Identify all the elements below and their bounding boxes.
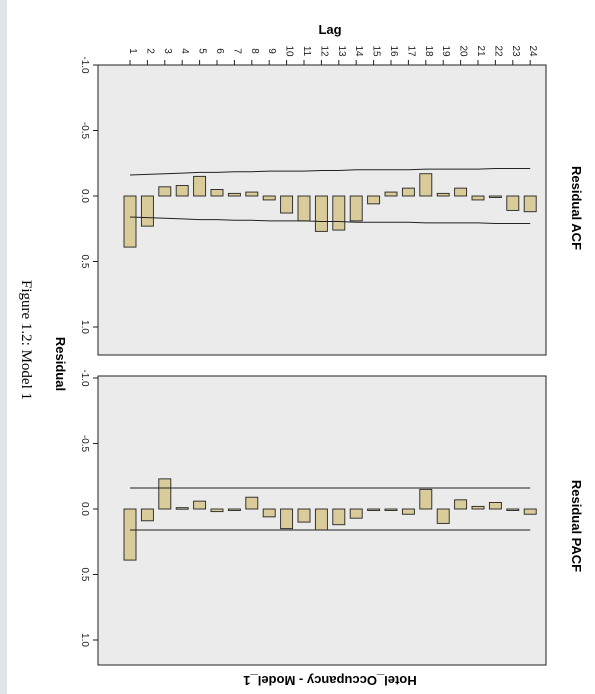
y-tick-label: 0.0 [79,502,90,516]
bar-lag-18 [419,173,433,197]
bar-lag-7 [227,192,241,197]
lag-tick-label: 7 [231,48,242,54]
bar-lag-13 [332,508,346,526]
bar-lag-17 [401,508,415,515]
bar-lag-7 [227,508,241,511]
bar-lag-9 [262,508,276,518]
bar-lag-11 [297,195,311,222]
y-tick-label: 1.0 [79,320,90,334]
bar-lag-1 [123,508,137,561]
panel-title-acf: Residual ACF [569,166,584,250]
panel-acf: -1.0 -0.5 0.0 0.5 1.0 [79,56,547,356]
bar-lag-5 [193,500,207,510]
bar-lag-22 [488,502,502,510]
lag-tick-label: 12 [318,45,329,57]
y-axis-title: Residual [53,337,68,391]
lag-tick-label: 10 [284,45,295,57]
bar-lag-3 [158,186,172,197]
bar-lag-4 [175,507,189,510]
lag-tick-label: 14 [353,45,364,57]
lag-axis: 1 2 3 4 5 6 7 8 9 10 11 12 13 14 15 16 17 18 19 20 21 22 23 24 [127,45,538,65]
bar-lag-15 [367,195,381,205]
bar-lag-19 [436,508,450,524]
lag-tick-label: 5 [197,48,208,54]
y-tick-label: -0.5 [79,435,90,453]
bar-lag-14 [349,508,363,519]
bar-lag-16 [384,191,398,197]
lag-tick-label: 2 [144,48,155,54]
y-tick-label: 0.0 [79,189,90,203]
bar-lag-19 [436,192,450,197]
lag-tick-label: 20 [458,45,469,57]
bar-lag-8 [245,191,259,197]
lag-tick-label: 21 [475,45,486,57]
bar-lag-10 [280,195,294,214]
confidence-limit-upper [129,167,531,176]
page-edge-strip [0,0,7,694]
bar-lag-12 [314,508,328,531]
y-tick-label: -0.5 [79,122,90,140]
series-title: Hotel_Occupancy - Model_1 [243,673,416,688]
panel-title-pacf: Residual PACF [569,480,584,572]
bar-lag-16 [384,508,398,511]
bar-lag-1 [123,195,137,248]
lag-tick-label: 3 [162,48,173,54]
y-tick-label: 0.5 [79,255,90,269]
y-tick-label: 1.0 [79,633,90,647]
lag-tick-label: 17 [405,45,416,57]
y-tick-label: -1.0 [79,56,90,74]
lag-tick-label: 24 [527,45,538,57]
lag-tick-label: 4 [179,48,190,54]
lag-tick-label: 6 [214,48,225,54]
lag-tick-label: 8 [249,48,260,54]
bar-lag-5 [193,175,207,197]
bar-lag-8 [245,496,259,510]
bar-lag-24 [523,508,537,515]
lag-tick-label: 18 [423,45,434,57]
bar-lag-9 [262,195,276,201]
x-axis-title: Lag [318,22,341,37]
bar-lag-21 [471,195,485,201]
lag-tick-label: 19 [440,45,451,57]
bar-lag-15 [367,508,381,511]
bar-lag-13 [332,195,346,231]
bar-lag-11 [297,508,311,523]
bar-lag-17 [401,187,415,197]
bar-lag-10 [280,508,294,530]
y-tick-label: 0.5 [79,568,90,582]
lag-tick-label: 13 [336,45,347,57]
bar-lag-3 [158,478,172,510]
lag-tick-label: 15 [371,45,382,57]
bar-lag-18 [419,488,433,510]
bar-lag-2 [140,508,154,522]
lag-tick-label: 23 [510,45,521,57]
bar-lag-12 [314,195,328,232]
bar-lag-21 [471,505,485,510]
bar-lag-6 [210,188,224,197]
lag-tick-label: 1 [127,48,138,54]
bar-lag-20 [454,187,468,197]
lag-tick-label: 16 [388,45,399,57]
bar-lag-4 [175,185,189,197]
bar-lag-24 [523,195,537,213]
lag-tick-label: 11 [301,46,312,57]
bar-lag-14 [349,195,363,222]
bar-lag-23 [506,508,520,511]
bar-lag-2 [140,195,154,227]
confidence-limit-lower [129,216,531,225]
panel-pacf: -1.0 -0.5 0.0 0.5 1.0 [79,369,547,666]
bar-lag-20 [454,499,468,510]
figure-caption: Figure 1.2: Model 1 [18,280,34,400]
lag-tick-label: 22 [492,45,503,57]
bar-lag-22 [488,195,502,198]
bar-lag-23 [506,195,520,211]
lag-tick-label: 9 [266,48,277,54]
bar-lag-6 [210,508,224,513]
y-tick-label: -1.0 [79,369,90,387]
